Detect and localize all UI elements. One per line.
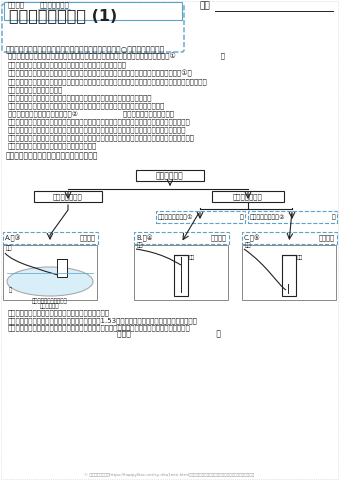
Text: 【１】次の文章の（　　）に当てはまる言葉を書くか、○でかこみなさい。: 【１】次の文章の（ ）に当てはまる言葉を書くか、○でかこみなさい。 [6, 45, 165, 54]
Text: 水にとけにくい: 水にとけにくい [53, 194, 83, 200]
Text: （１）気体には、水にとけやすいものと、とけにくいものがある。また、空気より〔①                    〕: （１）気体には、水にとけやすいものと、とけにくいものがある。また、空気より〔① … [8, 53, 225, 60]
FancyBboxPatch shape [2, 231, 98, 243]
Bar [3, 245, 97, 300]
Text: いるのは図のＡ〜Ｃの集め方のうちどれか、当てはまるものをすべて記号で書きなさい。: いるのは図のＡ〜Ｃの集め方のうちどれか、当てはまるものをすべて記号で書きなさい。 [8, 324, 191, 331]
FancyBboxPatch shape [2, 4, 184, 52]
Text: 〕置換法: 〕置換法 [319, 235, 335, 241]
Text: 空気: 空気 [297, 255, 303, 261]
Text: 気体: 気体 [245, 242, 252, 248]
Bar [57, 259, 67, 277]
Text: 気体: 気体 [137, 242, 143, 248]
Text: （６）発生した気体のにおいを確かめるときは、保護メガネをかけて、容器を顔に近づけ過ぎず、: （６）発生した気体のにおいを確かめるときは、保護メガネをかけて、容器を顔に近づけ… [8, 134, 195, 141]
Text: 中１理科: 中１理科 [8, 1, 25, 8]
Text: C.〔⑤: C.〔⑤ [244, 234, 261, 241]
Bar [242, 245, 336, 300]
Text: （３）酸素の中に火のついた線香を入れると、激しく燃える。これは酸素に: （３）酸素の中に火のついた線香を入れると、激しく燃える。これは酸素に [8, 95, 153, 101]
FancyBboxPatch shape [134, 231, 228, 243]
Text: （　大きい　・　小さい　）気体は下方置換法、（　大きい　・　小さい　）気体は上方置換法で: （ 大きい ・ 小さい ）気体は下方置換法、（ 大きい ・ 小さい ）気体は上方… [8, 78, 208, 85]
Text: B.〔④: B.〔④ [136, 234, 153, 241]
Text: 〕: 〕 [239, 214, 243, 220]
Text: （４）二酸化炭素には石灰水を（②                    ）にごらせる性質がある。: （４）二酸化炭素には石灰水を（② ）にごらせる性質がある。 [8, 110, 174, 117]
Text: 集められる。: 集められる。 [40, 303, 60, 309]
Text: 空気より密度が〔①: 空気より密度が〔① [158, 214, 194, 220]
FancyBboxPatch shape [156, 211, 244, 223]
Ellipse shape [7, 267, 93, 296]
Text: 【２】図を見て、以下の問題に答えなさい。: 【２】図を見て、以下の問題に答えなさい。 [6, 151, 99, 160]
Text: 気体: 気体 [6, 245, 13, 251]
Text: それぞれ集められる。: それぞれ集められる。 [8, 86, 63, 93]
Text: アンモニアが水に溶けると（　酸性　・　中性　・アルカリ性　）を示すからである。: アンモニアが水に溶けると（ 酸性 ・ 中性 ・アルカリ性 ）を示すからである。 [8, 126, 186, 133]
Text: 水に少しとけない気体も: 水に少しとけない気体も [32, 299, 68, 304]
Text: 身の回りの物質: 身の回りの物質 [40, 1, 70, 8]
Text: 空気: 空気 [189, 255, 195, 261]
Text: 水にとけやすい: 水にとけやすい [233, 194, 263, 200]
FancyBboxPatch shape [247, 211, 337, 223]
Bar [136, 170, 204, 181]
Bar [34, 191, 102, 202]
Bar [174, 255, 188, 296]
Text: （２）二酸化炭素は水に少しとけ、密度は空気の1.53倍である。二酸化炭素を集めるのに適して: （２）二酸化炭素は水に少しとけ、密度は空気の1.53倍である。二酸化炭素を集める… [8, 317, 198, 324]
Text: （２）水に（　とけやすい　・　とけにくい　）気体は水上置換法で集められる。空気より①が: （２）水に（ とけやすい ・ とけにくい ）気体は水上置換法で集められる。空気よ… [8, 70, 193, 77]
Text: A.〔③: A.〔③ [5, 234, 21, 241]
Text: （　手であおいで　・　直接　）かぐ。: （ 手であおいで ・ 直接 ）かぐ。 [8, 143, 97, 149]
Text: 〕: 〕 [331, 214, 335, 220]
Text: 〕置換法: 〕置換法 [80, 235, 96, 241]
Text: 発生した気体: 発生した気体 [156, 171, 184, 180]
Bar [282, 255, 296, 296]
Text: 空気より密度が〔②: 空気より密度が〔② [250, 214, 286, 220]
FancyBboxPatch shape [241, 231, 337, 243]
Bar [212, 191, 284, 202]
Text: （　ものを燃やす　・　それ自体が燃える　）はたらきがあるからである。: （ ものを燃やす ・ それ自体が燃える ）はたらきがあるからである。 [8, 102, 165, 109]
Text: 気体の発生と性質 (1): 気体の発生と性質 (1) [9, 8, 117, 23]
Text: 水: 水 [9, 288, 12, 293]
Text: © ちびむすドリル　https://happylilac.net/sy-rika1nen.html　このプリントは無料でダウンロード・印刷ができます。: © ちびむすドリル https://happylilac.net/sy-rika… [84, 473, 254, 477]
Bar [134, 245, 228, 300]
FancyBboxPatch shape [4, 2, 182, 20]
Text: 名前: 名前 [200, 1, 211, 10]
Text: が大きい（重い）ものと、小さい（軽い）ものがある。: が大きい（重い）ものと、小さい（軽い）ものがある。 [8, 61, 127, 68]
Text: 〕置換法: 〕置換法 [211, 235, 227, 241]
Text: 答え（                                    ）: 答え（ ） [117, 329, 221, 338]
Text: （１）図の〔　　〕に当てはまる言葉を書きなさい。: （１）図の〔 〕に当てはまる言葉を書きなさい。 [8, 310, 110, 316]
Text: （５）アンモニアに水でぬらした赤色のリトマス紙をふれさせると、青色に変化する。これは、: （５）アンモニアに水でぬらした赤色のリトマス紙をふれさせると、青色に変化する。こ… [8, 119, 191, 125]
